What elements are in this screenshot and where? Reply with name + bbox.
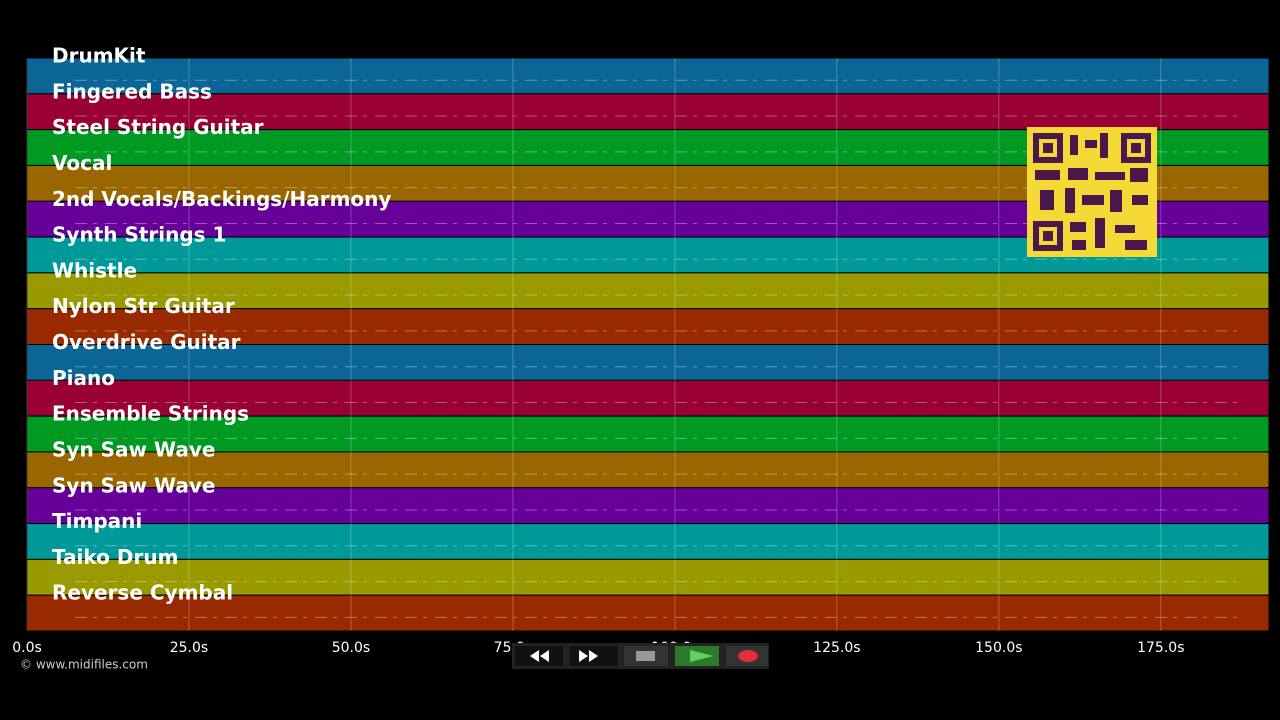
transport-controls bbox=[512, 643, 769, 669]
track-row bbox=[26, 523, 1270, 560]
x-tick-label: 150.0s bbox=[975, 640, 1022, 656]
track-row bbox=[26, 93, 1270, 131]
track-name: Nylon Str Guitar bbox=[52, 294, 235, 318]
x-tick-label: 175.0s bbox=[1137, 640, 1184, 656]
track-row bbox=[26, 379, 1270, 417]
track-row bbox=[26, 308, 1270, 345]
track-row bbox=[26, 594, 1270, 632]
stop-button[interactable] bbox=[624, 646, 668, 666]
x-tick-label: 0.0s bbox=[12, 640, 42, 656]
track-row bbox=[26, 344, 1270, 381]
grid bbox=[26, 58, 1162, 631]
x-tick-label: 125.0s bbox=[813, 640, 860, 656]
track-name: Reverse Cymbal bbox=[52, 581, 233, 605]
track-name: Syn Saw Wave bbox=[52, 437, 215, 461]
x-tick-label: 25.0s bbox=[170, 640, 208, 656]
track-name: DrumKit bbox=[52, 44, 146, 68]
track-name: Timpani bbox=[52, 509, 142, 533]
track-name: Ensemble Strings bbox=[52, 402, 249, 426]
qr-code bbox=[1027, 127, 1157, 257]
track-row bbox=[26, 272, 1270, 310]
track-name: 2nd Vocals/Backings/Harmony bbox=[52, 187, 391, 211]
track-name: Syn Saw Wave bbox=[52, 473, 215, 497]
play-button[interactable] bbox=[675, 646, 719, 666]
forward-button[interactable] bbox=[570, 646, 618, 666]
track-row bbox=[26, 415, 1270, 453]
rewind-button[interactable] bbox=[515, 646, 563, 666]
track-name: Fingered Bass bbox=[52, 79, 212, 103]
track-name: Taiko Drum bbox=[52, 545, 178, 569]
track-name: Whistle bbox=[52, 258, 137, 282]
credit: © www.midifiles.com bbox=[20, 658, 148, 672]
record-button[interactable] bbox=[726, 646, 768, 666]
track-name: Piano bbox=[52, 366, 115, 390]
track-rows: DrumKit Fingered Bass Steel String Guitar V… bbox=[26, 44, 1270, 632]
track-name: Overdrive Guitar bbox=[52, 330, 241, 354]
track-name: Synth Strings 1 bbox=[52, 223, 226, 247]
track-name: Vocal bbox=[52, 151, 112, 175]
track-row bbox=[26, 57, 1270, 95]
track-row bbox=[26, 487, 1270, 525]
track-name: Steel String Guitar bbox=[52, 115, 264, 139]
x-tick-label: 50.0s bbox=[332, 640, 370, 656]
track-row bbox=[26, 451, 1270, 489]
